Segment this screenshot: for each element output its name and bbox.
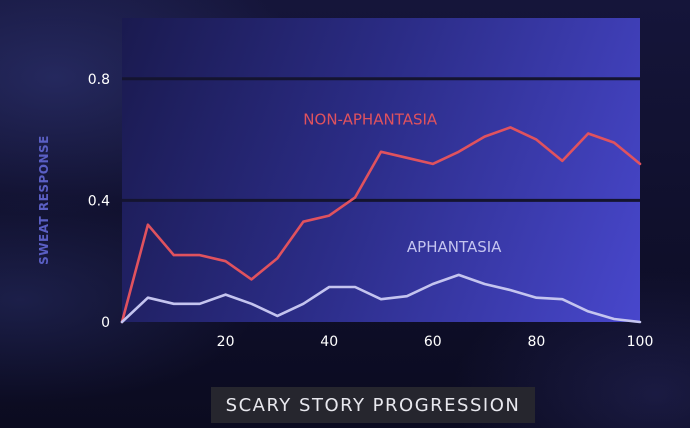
series-label: APHANTASIA — [407, 238, 502, 256]
y-tick-label: 0.4 — [88, 193, 110, 209]
x-axis-label: SCARY STORY PROGRESSION — [225, 394, 521, 416]
x-axis-label-box: SCARY STORY PROGRESSION — [211, 387, 535, 423]
series-line — [120, 273, 642, 324]
x-tick-label: 80 — [527, 334, 545, 350]
series-label: NON-APHANTASIA — [303, 110, 438, 128]
y-axis-label: SWEAT RESPONSE — [37, 135, 51, 265]
y-tick-label: 0 — [101, 315, 110, 331]
y-tick-label: 0.8 — [88, 72, 110, 88]
x-tick-label: 60 — [424, 334, 442, 350]
x-tick-label: 100 — [627, 334, 654, 350]
plot-area — [122, 18, 640, 322]
x-tick-label: 40 — [320, 334, 338, 350]
series-line — [120, 126, 642, 324]
x-tick-label: 20 — [217, 334, 235, 350]
